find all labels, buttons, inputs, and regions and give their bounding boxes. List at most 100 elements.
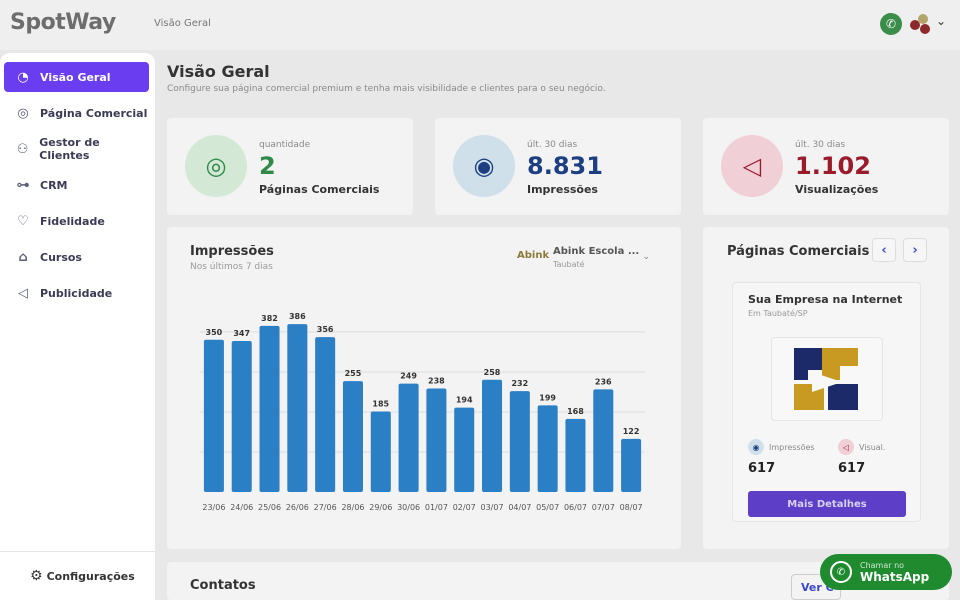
sidebar-item-label: Página Comercial — [40, 106, 148, 120]
whatsapp-bottom-text: WhatsApp — [860, 569, 930, 584]
top-bar: SpotWay Visão Geral ✆ ⌄ — [0, 0, 960, 50]
whatsapp-chat-button[interactable]: ✆ Chamar no WhatsApp — [820, 554, 952, 590]
stat-label: últ. 30 dias — [795, 140, 846, 150]
flow-icon: ⊶ — [16, 177, 30, 193]
chart-bar[interactable] — [370, 411, 391, 492]
bar-value-label: 122 — [623, 427, 640, 436]
stat-label: quantidade — [259, 140, 311, 150]
stat-value: 8.831 — [527, 152, 603, 180]
sidebar-item-label: Cursos — [40, 250, 82, 264]
views-label: Visual. — [859, 442, 886, 452]
chart-bar[interactable] — [426, 388, 447, 492]
contacts-title: Contatos — [190, 578, 256, 593]
megaphone-icon: ◁ — [721, 135, 783, 197]
x-tick-label: 28/06 — [341, 503, 364, 512]
settings-button[interactable]: ⚙ Configurações — [30, 568, 135, 584]
x-tick-label: 06/07 — [564, 503, 587, 512]
sidebar-item-label: CRM — [40, 178, 68, 192]
megaphone-icon: ◁ — [838, 439, 854, 455]
chart-bar[interactable] — [315, 337, 336, 492]
stat-name: Visualizações — [795, 183, 879, 196]
settings-label: Configurações — [46, 569, 135, 583]
whatsapp-icon[interactable]: ✆ — [880, 13, 902, 35]
x-tick-label: 07/07 — [592, 503, 615, 512]
bar-value-label: 258 — [484, 368, 501, 377]
x-tick-label: 01/07 — [425, 503, 448, 512]
sidebar-item-label: Visão Geral — [40, 70, 111, 84]
chart-bar[interactable] — [398, 383, 419, 492]
bar-value-label: 194 — [456, 396, 473, 405]
chart-bar[interactable] — [259, 325, 280, 492]
impressions-label: Impressões — [769, 442, 815, 452]
chart-bar[interactable] — [203, 339, 224, 492]
chart-bar[interactable] — [287, 324, 308, 492]
stat-card-visualizacoes: ◁ últ. 30 dias 1.102 Visualizações — [703, 118, 949, 215]
chart-bar[interactable] — [482, 379, 503, 492]
stat-label: últ. 30 dias — [527, 140, 578, 150]
impressions-panel — [167, 227, 681, 549]
page-card: Sua Empresa na Internet Em Taubaté/SP ◉ … — [732, 282, 921, 522]
x-tick-label: 30/06 — [397, 503, 420, 512]
views-value: 617 — [838, 461, 866, 476]
bar-value-label: 199 — [539, 393, 556, 402]
target-icon: ◎ — [185, 135, 247, 197]
company-logo — [771, 337, 883, 421]
x-tick-label: 25/06 — [258, 503, 281, 512]
chart-bar[interactable] — [593, 389, 614, 492]
sidebar-item-cursos[interactable]: ⌂ Cursos — [4, 242, 149, 272]
chevron-right-icon: › — [912, 242, 918, 258]
pages-panel-title: Páginas Comerciais — [727, 244, 870, 259]
chart-bar[interactable] — [537, 405, 558, 492]
x-tick-label: 26/06 — [286, 503, 309, 512]
avatar[interactable] — [908, 12, 932, 36]
spotway-logo[interactable]: SpotWay — [10, 10, 116, 35]
sidebar-item-pagina-comercial[interactable]: ◎ Página Comercial — [4, 98, 149, 128]
stat-card-paginas: ◎ quantidade 2 Páginas Comerciais — [167, 118, 413, 215]
chevron-down-icon[interactable]: ⌄ — [936, 14, 947, 28]
chart-bar[interactable] — [565, 418, 586, 492]
impressions-title: Impressões — [190, 244, 274, 259]
dashboard-icon: ◔ — [17, 69, 29, 85]
x-tick-label: 23/06 — [202, 503, 225, 512]
chevron-left-icon: ‹ — [881, 242, 887, 258]
sidebar-item-gestor-clientes[interactable]: ⚇ Gestor de Clientes — [4, 134, 149, 164]
next-button[interactable]: › — [903, 238, 927, 262]
sidebar-item-publicidade[interactable]: ◁ Publicidade — [4, 278, 149, 308]
bar-value-label: 255 — [345, 369, 362, 378]
sidebar-item-label: Fidelidade — [40, 214, 105, 228]
chart-bar[interactable] — [454, 407, 475, 492]
select-location: Taubaté — [553, 260, 585, 269]
impressions-subtitle: Nos últimos 7 dias — [190, 262, 273, 272]
x-tick-label: 08/07 — [620, 503, 643, 512]
bar-value-label: 238 — [428, 376, 445, 385]
chart-bar[interactable] — [231, 341, 252, 492]
impressions-bar-chart: 350 23/06 347 24/06 382 25/06 386 26/06 356 27/06… — [200, 312, 645, 512]
x-tick-label: 03/07 — [481, 503, 504, 512]
sidebar-item-crm[interactable]: ⊶ CRM — [4, 170, 149, 200]
chart-bar[interactable] — [509, 391, 530, 492]
whatsapp-icon: ✆ — [830, 561, 852, 583]
impressions-stat: ◉ Impressões — [748, 439, 815, 455]
impressions-value: 617 — [748, 461, 776, 476]
bar-value-label: 347 — [233, 329, 250, 338]
abink-logo: Abink — [517, 250, 550, 261]
chart-bar[interactable] — [342, 381, 363, 492]
stat-name: Páginas Comerciais — [259, 183, 380, 196]
bar-value-label: 350 — [206, 328, 223, 337]
sidebar-item-fidelidade[interactable]: ♡ Fidelidade — [4, 206, 149, 236]
bar-value-label: 236 — [595, 377, 612, 386]
whatsapp-top-text: Chamar no — [860, 560, 905, 570]
users-icon: ⚇ — [16, 141, 29, 157]
gear-icon: ⚙ — [30, 568, 43, 584]
select-name: Abink Escola ... — [553, 246, 640, 257]
eye-icon: ◉ — [453, 135, 515, 197]
sidebar-divider — [0, 551, 155, 552]
page-subtitle: Configure sua página comercial premium e… — [167, 84, 606, 94]
chart-bar[interactable] — [621, 438, 642, 492]
sidebar-item-visao-geral[interactable]: ◔ Visão Geral — [4, 62, 149, 92]
bar-value-label: 356 — [317, 325, 334, 334]
sidebar-item-label: Publicidade — [40, 286, 113, 300]
more-details-button[interactable]: Mais Detalhes — [748, 491, 906, 517]
page-select[interactable]: Abink Abink Escola ... Taubaté ⌄ — [513, 242, 658, 276]
prev-button[interactable]: ‹ — [872, 238, 896, 262]
